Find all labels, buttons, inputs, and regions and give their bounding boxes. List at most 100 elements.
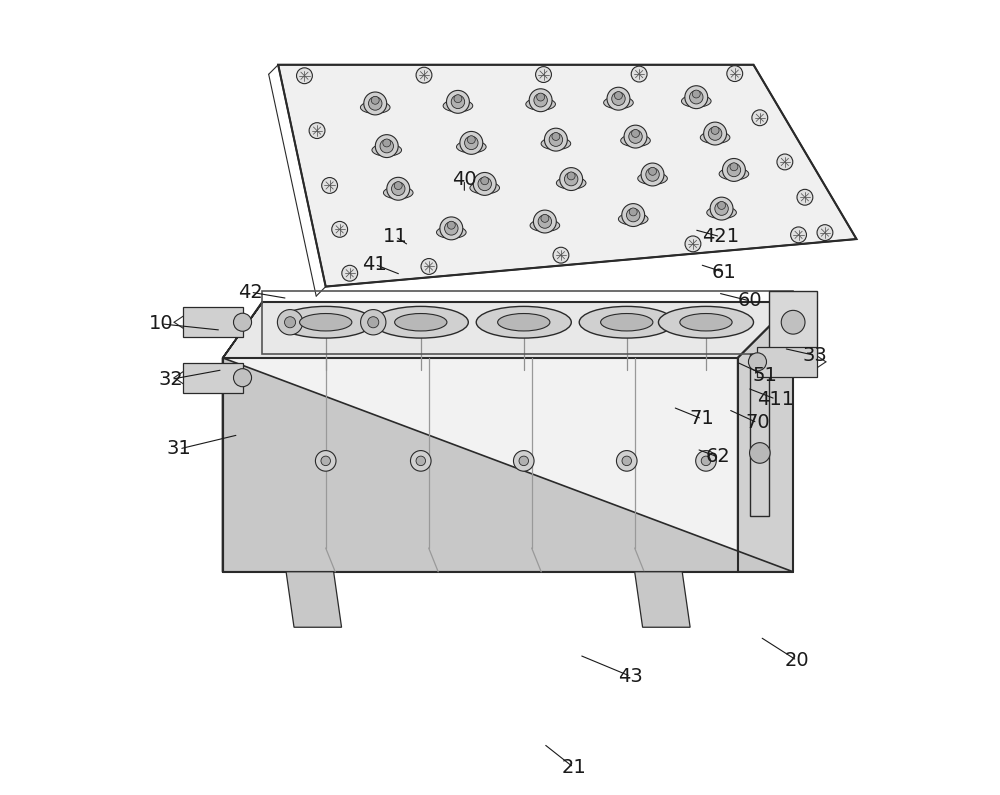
Polygon shape — [183, 363, 243, 393]
Text: 51: 51 — [753, 366, 778, 385]
Circle shape — [549, 133, 563, 146]
Circle shape — [708, 127, 722, 140]
Ellipse shape — [476, 306, 571, 338]
Circle shape — [607, 87, 630, 111]
Circle shape — [322, 177, 338, 193]
Circle shape — [730, 163, 738, 171]
Ellipse shape — [579, 306, 674, 338]
Circle shape — [722, 158, 745, 181]
Ellipse shape — [719, 168, 749, 180]
Ellipse shape — [437, 227, 466, 238]
Circle shape — [478, 177, 491, 191]
Circle shape — [369, 97, 382, 111]
Text: 421: 421 — [702, 227, 739, 246]
Circle shape — [727, 66, 743, 82]
Ellipse shape — [604, 97, 633, 109]
Polygon shape — [223, 302, 262, 572]
Circle shape — [421, 258, 437, 274]
Ellipse shape — [658, 306, 754, 338]
Text: 41: 41 — [362, 255, 387, 274]
Ellipse shape — [680, 313, 732, 331]
Polygon shape — [738, 302, 793, 572]
Circle shape — [641, 163, 664, 186]
Circle shape — [394, 181, 402, 189]
Circle shape — [364, 92, 387, 115]
Circle shape — [564, 173, 578, 186]
Circle shape — [567, 172, 575, 180]
Circle shape — [465, 136, 478, 149]
Polygon shape — [183, 307, 243, 337]
Circle shape — [560, 168, 583, 191]
Circle shape — [536, 67, 551, 83]
Circle shape — [315, 451, 336, 471]
Text: 60: 60 — [737, 291, 762, 310]
Text: 31: 31 — [167, 440, 192, 459]
Circle shape — [537, 93, 545, 101]
Ellipse shape — [530, 219, 560, 231]
Ellipse shape — [457, 141, 486, 153]
Circle shape — [552, 133, 560, 141]
Polygon shape — [223, 302, 793, 358]
Text: 61: 61 — [712, 263, 737, 282]
Circle shape — [752, 110, 768, 126]
Circle shape — [416, 68, 432, 83]
Polygon shape — [223, 358, 738, 572]
Ellipse shape — [470, 182, 500, 194]
Text: 11: 11 — [383, 227, 408, 246]
Circle shape — [416, 456, 426, 466]
Circle shape — [460, 131, 483, 154]
Circle shape — [529, 89, 552, 111]
Ellipse shape — [618, 213, 648, 225]
Circle shape — [704, 122, 727, 145]
Circle shape — [750, 443, 770, 463]
Circle shape — [797, 189, 813, 205]
Text: 10: 10 — [149, 314, 173, 333]
Polygon shape — [750, 354, 769, 516]
Circle shape — [371, 96, 379, 104]
Circle shape — [519, 456, 529, 466]
Text: 32: 32 — [159, 370, 184, 389]
Ellipse shape — [621, 134, 650, 146]
Circle shape — [692, 90, 700, 98]
Circle shape — [649, 168, 657, 176]
Circle shape — [626, 208, 640, 222]
Circle shape — [445, 222, 458, 235]
Circle shape — [685, 236, 701, 252]
Polygon shape — [278, 64, 856, 286]
Polygon shape — [635, 572, 690, 627]
Ellipse shape — [300, 313, 352, 331]
Circle shape — [777, 154, 793, 170]
Ellipse shape — [395, 313, 447, 331]
Circle shape — [361, 309, 386, 335]
Circle shape — [533, 210, 556, 233]
Ellipse shape — [556, 177, 586, 189]
Circle shape — [387, 177, 410, 200]
Ellipse shape — [541, 138, 571, 149]
Circle shape — [513, 451, 534, 471]
Ellipse shape — [526, 98, 555, 111]
Circle shape — [285, 316, 296, 328]
Circle shape — [622, 456, 632, 466]
Circle shape — [454, 95, 462, 103]
Circle shape — [380, 139, 393, 153]
Circle shape — [817, 225, 833, 241]
Circle shape — [629, 208, 637, 216]
Circle shape — [297, 68, 312, 83]
Circle shape — [410, 451, 431, 471]
Circle shape — [701, 456, 711, 466]
Circle shape — [447, 221, 455, 229]
Circle shape — [467, 136, 475, 144]
Ellipse shape — [233, 369, 252, 386]
Circle shape — [614, 91, 622, 99]
Circle shape — [392, 182, 405, 196]
Circle shape — [368, 316, 379, 328]
Ellipse shape — [233, 313, 252, 332]
Circle shape — [451, 95, 465, 109]
Text: 62: 62 — [705, 448, 730, 467]
Circle shape — [715, 202, 728, 215]
Circle shape — [711, 126, 719, 134]
Circle shape — [440, 217, 463, 240]
Circle shape — [646, 168, 659, 181]
Ellipse shape — [383, 187, 413, 199]
Circle shape — [710, 197, 733, 220]
